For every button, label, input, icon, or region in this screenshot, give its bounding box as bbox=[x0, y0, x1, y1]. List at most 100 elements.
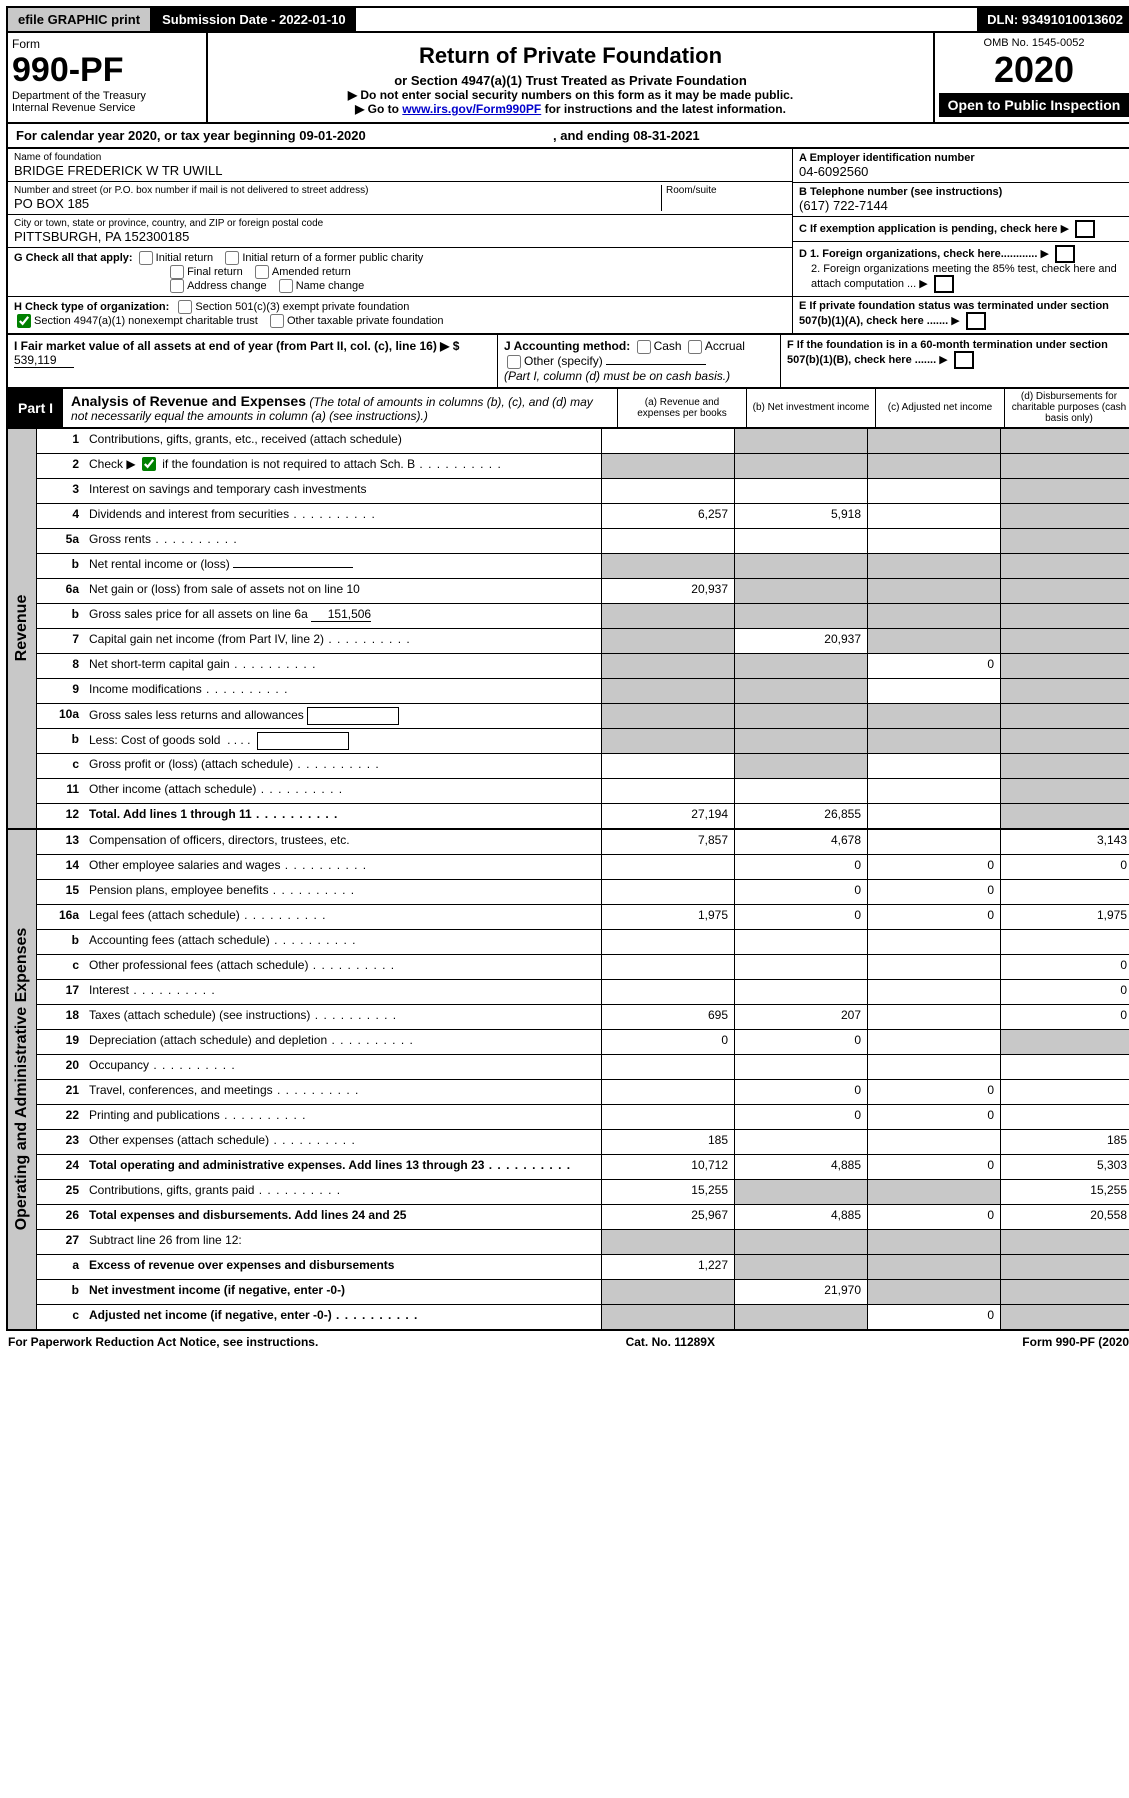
line-9: Income modifications bbox=[85, 679, 601, 703]
tax-year-end: 08-31-2021 bbox=[633, 128, 700, 143]
opt-former: Initial return of a former public charit… bbox=[242, 252, 423, 264]
d2-checkbox[interactable] bbox=[934, 275, 954, 293]
arrow-icon bbox=[951, 315, 961, 327]
line-4: Dividends and interest from securities bbox=[85, 504, 601, 528]
page-footer: For Paperwork Reduction Act Notice, see … bbox=[6, 1331, 1129, 1353]
line-24: Total operating and administrative expen… bbox=[85, 1155, 601, 1179]
h-4947: Section 4947(a)(1) nonexempt charitable … bbox=[34, 315, 258, 327]
goto-post: for instructions and the latest informat… bbox=[545, 102, 786, 116]
j-note: (Part I, column (d) must be on cash basi… bbox=[504, 369, 730, 383]
efile-print-label[interactable]: efile GRAPHIC print bbox=[8, 8, 152, 31]
ssn-note: ▶ Do not enter social security numbers o… bbox=[214, 88, 927, 102]
cal-mid: , and ending bbox=[553, 128, 633, 143]
room-suite-label: Room/suite bbox=[666, 185, 786, 196]
line-27c: Adjusted net income (if negative, enter … bbox=[85, 1305, 601, 1329]
expenses-tab: Operating and Administrative Expenses bbox=[8, 830, 37, 1329]
opt-addrchg: Address change bbox=[187, 280, 267, 292]
city-label: City or town, state or province, country… bbox=[14, 218, 786, 229]
section-g: G Check all that apply: Initial return I… bbox=[8, 248, 792, 297]
entity-info: Name of foundation BRIDGE FREDERICK W TR… bbox=[6, 149, 1129, 335]
line-11: Other income (attach schedule) bbox=[85, 779, 601, 803]
revenue-tab: Revenue bbox=[8, 429, 37, 828]
opt-amended: Amended return bbox=[272, 266, 351, 278]
foundation-name: BRIDGE FREDERICK W TR UWILL bbox=[14, 163, 786, 178]
address-change-checkbox[interactable] bbox=[170, 279, 184, 293]
dln-label: DLN: 93491010013602 bbox=[977, 8, 1129, 31]
goto-pre: ▶ Go to bbox=[355, 102, 402, 116]
h-4947-checkbox[interactable] bbox=[17, 314, 31, 328]
section-ijf: I Fair market value of all assets at end… bbox=[6, 335, 1129, 389]
col-a-header: (a) Revenue and expenses per books bbox=[617, 389, 746, 427]
j-accrual: Accrual bbox=[705, 339, 745, 353]
tax-year-begin: 09-01-2020 bbox=[299, 128, 366, 143]
e-checkbox[interactable] bbox=[966, 312, 986, 330]
j-other-checkbox[interactable] bbox=[507, 355, 521, 369]
ein-label: A Employer identification number bbox=[799, 152, 1127, 164]
f-checkbox[interactable] bbox=[954, 351, 974, 369]
d2-label: 2. Foreign organizations meeting the 85%… bbox=[811, 263, 1117, 290]
footer-left: For Paperwork Reduction Act Notice, see … bbox=[8, 1335, 318, 1349]
c-checkbox[interactable] bbox=[1075, 220, 1095, 238]
j-cash-checkbox[interactable] bbox=[637, 340, 651, 354]
line-20: Occupancy bbox=[85, 1055, 601, 1079]
line-10b: Less: Cost of goods sold . . . . bbox=[85, 729, 601, 753]
line-26: Total expenses and disbursements. Add li… bbox=[85, 1205, 601, 1229]
foundation-name-label: Name of foundation bbox=[14, 152, 786, 163]
line-16b: Accounting fees (attach schedule) bbox=[85, 930, 601, 954]
form-number-block: Form 990-PF Department of the Treasury I… bbox=[8, 33, 208, 122]
h-other-checkbox[interactable] bbox=[270, 314, 284, 328]
g-label: G Check all that apply: bbox=[14, 252, 133, 264]
arrow-icon bbox=[919, 278, 929, 290]
h-501c3-checkbox[interactable] bbox=[178, 300, 192, 314]
line-18: Taxes (attach schedule) (see instruction… bbox=[85, 1005, 601, 1029]
name-change-checkbox[interactable] bbox=[279, 279, 293, 293]
part1-desc: Analysis of Revenue and Expenses (The to… bbox=[63, 389, 617, 427]
line-21: Travel, conferences, and meetings bbox=[85, 1080, 601, 1104]
part1-header: Part I Analysis of Revenue and Expenses … bbox=[6, 389, 1129, 429]
dept-treasury: Department of the Treasury bbox=[12, 90, 202, 102]
topbar-spacer bbox=[356, 8, 978, 31]
line-7: Capital gain net income (from Part IV, l… bbox=[85, 629, 601, 653]
expenses-section: Operating and Administrative Expenses 13… bbox=[6, 830, 1129, 1331]
form-number: 990-PF bbox=[12, 51, 202, 90]
open-public-badge: Open to Public Inspection bbox=[939, 93, 1129, 117]
line-22: Printing and publications bbox=[85, 1105, 601, 1129]
col-b-header: (b) Net investment income bbox=[746, 389, 875, 427]
address-label: Number and street (or P.O. box number if… bbox=[14, 185, 661, 196]
initial-return-checkbox[interactable] bbox=[139, 251, 153, 265]
city-value: PITTSBURGH, PA 152300185 bbox=[14, 229, 786, 244]
irs-label: Internal Revenue Service bbox=[12, 102, 202, 114]
initial-former-checkbox[interactable] bbox=[225, 251, 239, 265]
line-27b: Net investment income (if negative, ente… bbox=[85, 1280, 601, 1304]
line-6b: Gross sales price for all assets on line… bbox=[85, 604, 601, 628]
arrow-icon bbox=[939, 354, 949, 366]
revenue-section: Revenue 1Contributions, gifts, grants, e… bbox=[6, 429, 1129, 830]
h-other: Other taxable private foundation bbox=[287, 315, 444, 327]
line-15: Pension plans, employee benefits bbox=[85, 880, 601, 904]
schb-checkbox[interactable] bbox=[142, 457, 156, 471]
part1-label: Part I bbox=[8, 389, 63, 427]
j-cash: Cash bbox=[654, 339, 682, 353]
submission-date: Submission Date - 2022-01-10 bbox=[152, 8, 356, 31]
tax-year: 2020 bbox=[939, 49, 1129, 91]
calendar-year-row: For calendar year 2020, or tax year begi… bbox=[6, 124, 1129, 149]
d1-label: D 1. Foreign organizations, check here..… bbox=[799, 248, 1037, 260]
line-5b: Net rental income or (loss) bbox=[85, 554, 601, 578]
section-h: H Check type of organization: Section 50… bbox=[8, 297, 792, 331]
top-bar: efile GRAPHIC print Submission Date - 20… bbox=[6, 6, 1129, 33]
form-title: Return of Private Foundation bbox=[214, 43, 927, 69]
col-d-header: (d) Disbursements for charitable purpose… bbox=[1004, 389, 1129, 427]
i-fmv-value: 539,119 bbox=[14, 353, 74, 368]
address-value: PO BOX 185 bbox=[14, 196, 661, 211]
d1-checkbox[interactable] bbox=[1055, 245, 1075, 263]
line-12: Total. Add lines 1 through 11 bbox=[85, 804, 601, 828]
line-6a: Net gain or (loss) from sale of assets n… bbox=[85, 579, 601, 603]
final-return-checkbox[interactable] bbox=[170, 265, 184, 279]
j-accrual-checkbox[interactable] bbox=[688, 340, 702, 354]
form-header: Form 990-PF Department of the Treasury I… bbox=[6, 33, 1129, 124]
line-25: Contributions, gifts, grants paid bbox=[85, 1180, 601, 1204]
amended-return-checkbox[interactable] bbox=[255, 265, 269, 279]
c-label: C If exemption application is pending, c… bbox=[799, 223, 1058, 235]
irs-link[interactable]: www.irs.gov/Form990PF bbox=[402, 102, 541, 116]
line-14: Other employee salaries and wages bbox=[85, 855, 601, 879]
